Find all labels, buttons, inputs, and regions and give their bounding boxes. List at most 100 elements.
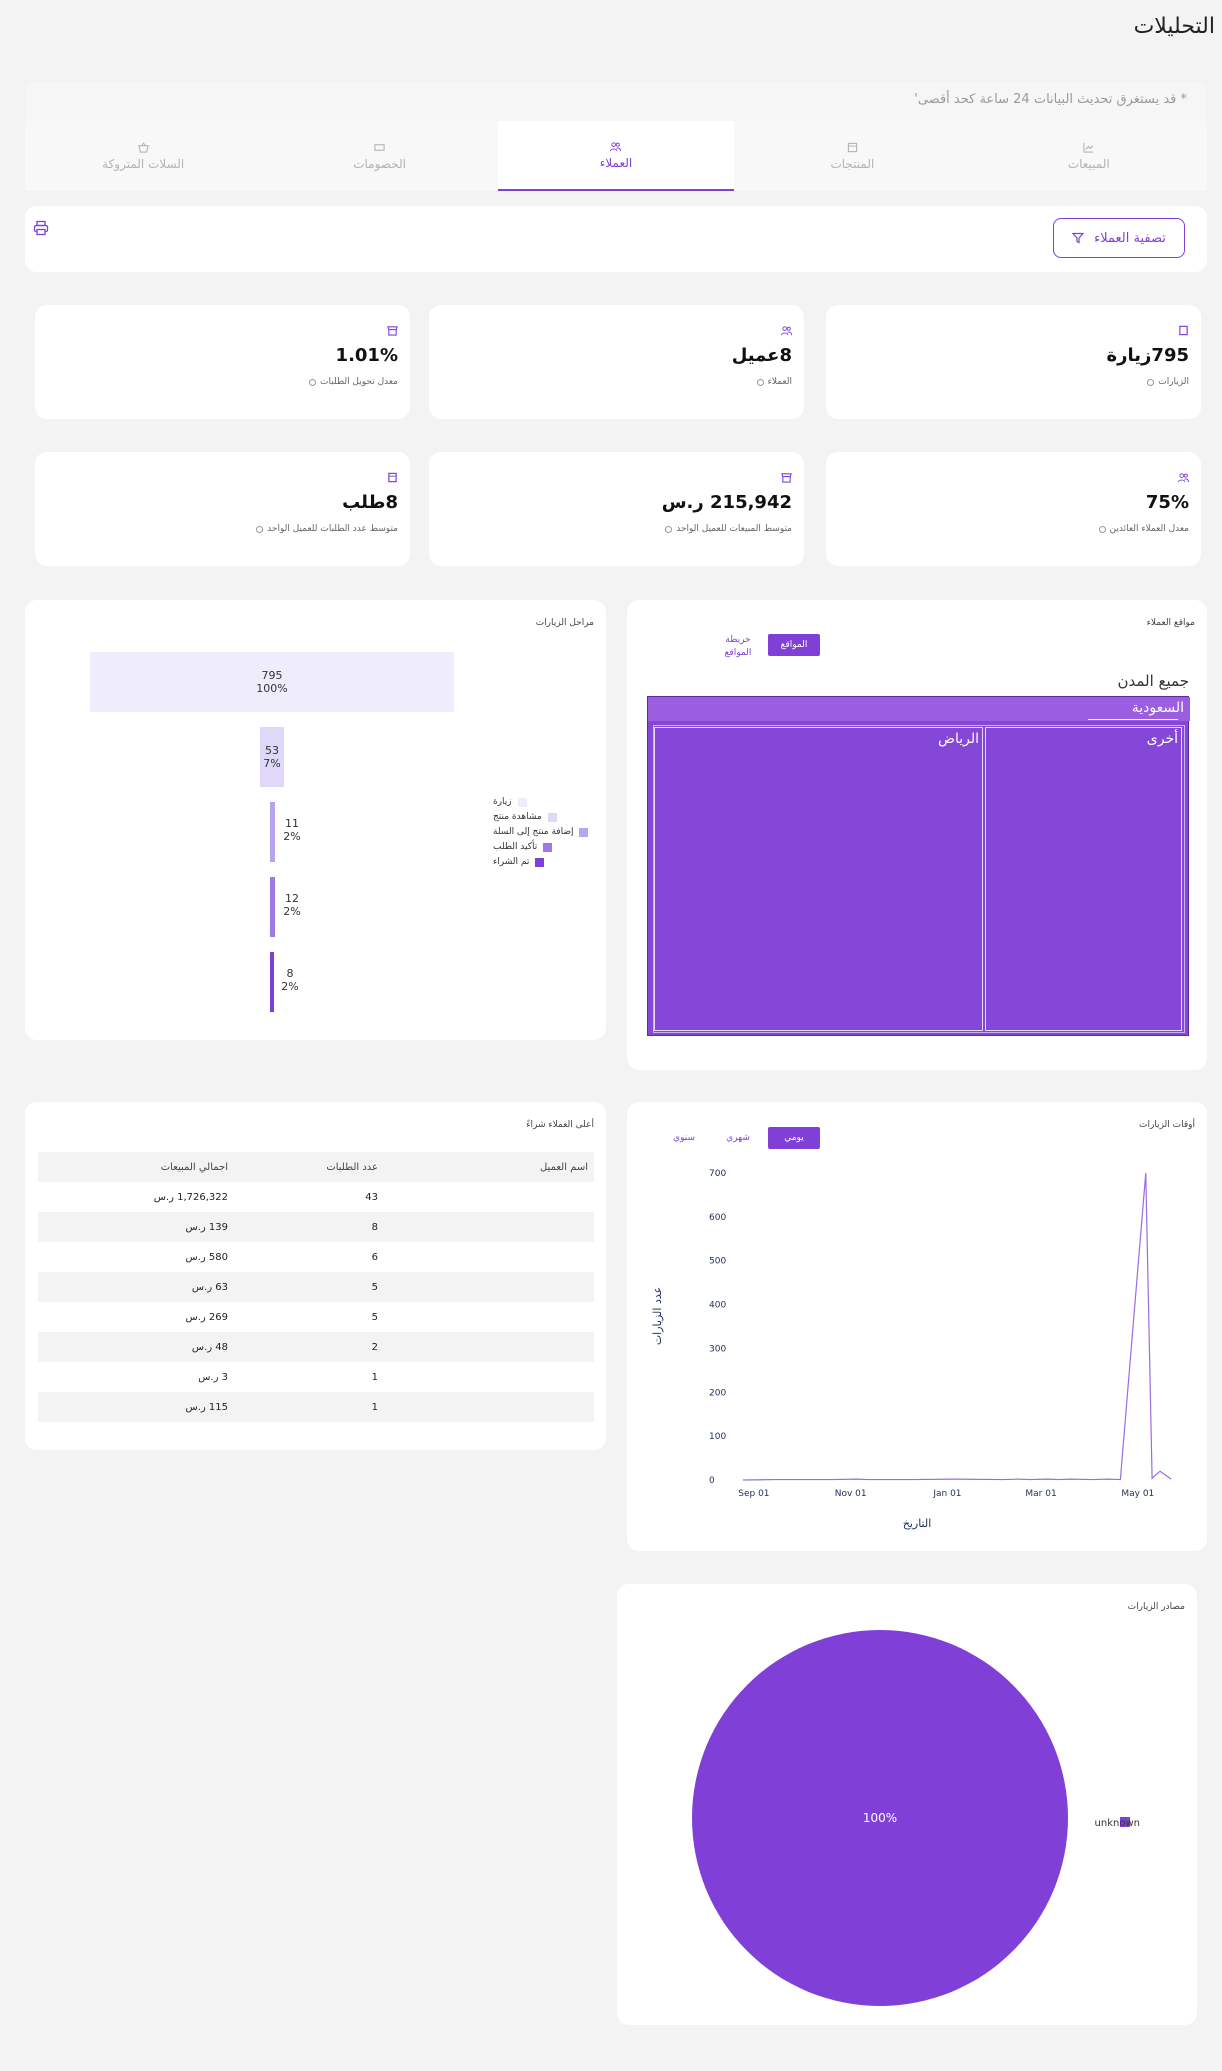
table-cell-sales: 3 ر.س xyxy=(198,1371,228,1383)
treemap-cell-other[interactable]: أخرى xyxy=(985,727,1182,1031)
funnel-stage-add-to-cart[interactable] xyxy=(270,802,275,862)
kpi-value: 8طلب xyxy=(342,492,398,513)
table-row[interactable]: 1 3 ر.س xyxy=(38,1362,594,1392)
x-tick-label: Mar 01 xyxy=(1025,1489,1056,1499)
table-cell-sales: 48 ر.س xyxy=(38,1332,234,1362)
treemap-cell-riyadh[interactable]: الرياض xyxy=(654,727,983,1031)
box-icon xyxy=(388,472,397,483)
legend-label[interactable]: unknown xyxy=(1095,1818,1140,1829)
ticket-icon xyxy=(374,143,385,151)
column-header: اسم العميل xyxy=(384,1152,594,1182)
funnel-stage-order-confirm[interactable] xyxy=(270,877,275,937)
funnel-stage-visit[interactable]: 795 100% xyxy=(90,652,454,712)
funnel-percent: 2% xyxy=(283,905,301,918)
legend-item[interactable]: تم الشراء xyxy=(493,857,545,867)
data-update-notice: * قد يستغرق تحديث البيانات 24 ساعة كحد أ… xyxy=(25,82,1207,122)
store-icon xyxy=(387,326,398,336)
legend-item[interactable]: تأكيد الطلب xyxy=(493,842,553,852)
funnel-stage-product-view[interactable]: 53 7% xyxy=(260,727,284,787)
treemap: السعودية أخرى الرياض xyxy=(647,696,1190,1036)
y-tick-label: 400 xyxy=(709,1301,726,1311)
table-cell-sales: 139 ر.س xyxy=(38,1212,234,1242)
tab-label: المبيعات xyxy=(1067,156,1110,171)
tab-label: المنتجات xyxy=(830,156,875,171)
table-row[interactable]: 43 1,726,322 ر.س xyxy=(38,1182,594,1212)
table-cell-sales: 1,726,322 ر.س xyxy=(153,1191,228,1203)
treemap-cell-label: أخرى xyxy=(1146,731,1178,747)
tab-abandoned-carts[interactable]: السلات المتروكة xyxy=(25,121,261,191)
section-title: أعلى العملاء شراءً xyxy=(526,1120,594,1130)
locations-button[interactable]: المواقع xyxy=(768,634,820,656)
table-cell-sales: 115 ر.س xyxy=(38,1392,234,1422)
table-cell-name xyxy=(384,1332,594,1362)
filter-bar: تصفية العملاء xyxy=(25,206,1207,272)
table-row[interactable]: 2 48 ر.س xyxy=(38,1332,594,1362)
info-icon xyxy=(1147,378,1155,386)
table-cell-orders: 8 xyxy=(234,1212,384,1242)
funnel-value: 8 xyxy=(286,967,294,980)
analytics-tabs: المبيعات المنتجات العملاء الخصومات السلا… xyxy=(25,121,1207,191)
funnel-stage-purchase[interactable] xyxy=(270,952,274,1012)
visit-times-card: أوقات الزيارات يومي شهري سنوي 0 100 200 300… xyxy=(627,1102,1207,1551)
notice-text: * قد يستغرق تحديث البيانات 24 ساعة كحد أ… xyxy=(914,92,1187,107)
x-axis-label: التاريخ xyxy=(903,1517,932,1530)
table-row[interactable]: 6 580 ر.س xyxy=(38,1242,594,1272)
tab-discounts[interactable]: الخصومات xyxy=(261,121,497,191)
table-cell-orders: 5 xyxy=(371,1311,378,1323)
users-icon xyxy=(610,141,622,151)
info-icon xyxy=(756,378,764,386)
tab-sales[interactable]: المبيعات xyxy=(971,121,1207,191)
table-cell-orders: 1 xyxy=(371,1371,378,1383)
info-icon xyxy=(1098,525,1106,533)
daily-button[interactable]: يومي xyxy=(768,1127,820,1149)
visit-stages-card: مراحل الزيارات 795 100% 53 7% 11 2% 12 2… xyxy=(25,600,606,1040)
column-header: اجمالي المبيعات xyxy=(38,1152,234,1182)
legend-item[interactable]: زيارة xyxy=(493,797,527,807)
tab-label: العملاء xyxy=(599,155,633,170)
kpi-label: العملاء xyxy=(756,377,792,387)
table-row[interactable]: 1 115 ر.س xyxy=(38,1392,594,1422)
table-row[interactable]: 8 139 ر.س xyxy=(38,1212,594,1242)
section-title: مواقع العملاء xyxy=(1146,618,1195,628)
pie-slice-unknown[interactable] xyxy=(692,1630,1068,2006)
kpi-value: 75% xyxy=(1145,492,1189,513)
table-row[interactable]: 5 63 ر.س xyxy=(38,1272,594,1302)
kpi-label: معدل تحويل الطلبات xyxy=(309,377,398,387)
info-icon xyxy=(665,525,673,533)
info-icon xyxy=(309,378,317,386)
x-tick-label: May 01 xyxy=(1121,1489,1154,1499)
monthly-button[interactable]: شهري xyxy=(726,1133,750,1143)
table-cell-sales: 269 ر.س xyxy=(185,1311,229,1323)
section-title: أوقات الزيارات xyxy=(1139,1120,1195,1130)
funnel-value: 53 xyxy=(265,744,279,757)
legend-item[interactable]: إضافة منتج إلى السلة xyxy=(493,827,589,837)
kpi-visits: 795زيارة الزيارات xyxy=(826,305,1201,419)
kpi-label: الزيارات xyxy=(1147,377,1189,387)
yearly-button[interactable]: سنوي xyxy=(673,1133,695,1143)
table-cell-name xyxy=(384,1272,594,1302)
y-tick-label: 0 xyxy=(709,1476,715,1486)
locations-map-button[interactable]: خريطة المواقع xyxy=(724,635,752,658)
treemap-country-header[interactable]: السعودية xyxy=(648,697,1190,721)
print-icon[interactable] xyxy=(33,220,49,236)
table-cell-sales: 63 ر.س xyxy=(38,1272,234,1302)
tab-customers[interactable]: العملاء xyxy=(497,121,735,191)
table-row[interactable]: 5 269 ر.س xyxy=(38,1302,594,1332)
legend-item[interactable]: مشاهدة منتج xyxy=(493,812,557,822)
funnel-percent: 2% xyxy=(281,980,299,993)
box-icon xyxy=(847,142,858,152)
table-cell-name xyxy=(384,1362,594,1392)
tab-label: الخصومات xyxy=(353,156,406,171)
y-tick-label: 300 xyxy=(709,1344,726,1354)
tab-products[interactable]: المنتجات xyxy=(734,121,970,191)
visit-times-chart: 0 100 200 300 400 500 600 700 Sep 01 Nov 01 Jan 0… xyxy=(651,1169,1172,1530)
visit-sources-card: مصادر الزيارات 100% unknown xyxy=(617,1584,1197,2025)
basket-icon xyxy=(137,141,149,153)
table-cell-sales: 580 ر.س xyxy=(185,1251,229,1263)
pie-slice-label: 100% xyxy=(863,1811,897,1825)
y-tick-label: 200 xyxy=(709,1388,726,1398)
kpi-value: 1.01% xyxy=(335,345,398,366)
filter-customers-button[interactable]: تصفية العملاء xyxy=(1053,218,1185,258)
users-icon xyxy=(781,326,792,336)
visits-series-line[interactable] xyxy=(742,1172,1172,1481)
